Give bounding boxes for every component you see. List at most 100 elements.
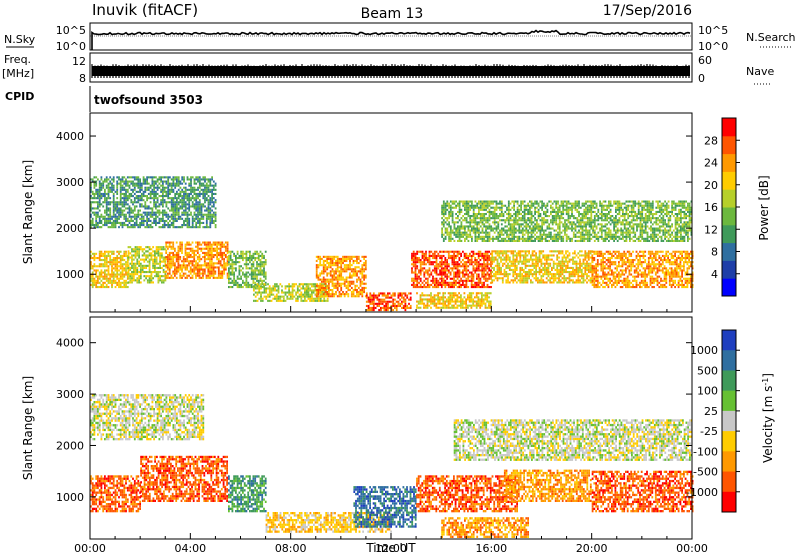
data-cell <box>522 258 525 261</box>
data-cell <box>326 262 329 265</box>
data-cell <box>189 249 192 252</box>
data-cell <box>474 267 477 270</box>
data-cell <box>437 286 440 289</box>
data-cell <box>309 287 311 290</box>
data-cell <box>111 201 113 204</box>
data-cell <box>268 299 271 302</box>
data-cell <box>533 277 536 280</box>
data-cell <box>231 281 234 284</box>
data-cell <box>611 286 613 289</box>
data-cell <box>198 274 201 277</box>
data-cell <box>212 184 215 187</box>
data-cell <box>202 195 205 198</box>
data-cell <box>455 254 457 257</box>
data-cell <box>144 211 147 214</box>
data-cell <box>411 263 413 266</box>
data-cell <box>333 255 336 258</box>
data-cell <box>579 268 581 271</box>
data-cell <box>577 252 580 255</box>
data-cell <box>433 250 436 253</box>
data-cell <box>486 277 489 280</box>
data-cell <box>211 219 213 222</box>
data-cell <box>449 273 452 276</box>
data-cell <box>93 176 96 179</box>
data-cell <box>90 221 92 224</box>
data-cell <box>202 270 204 273</box>
data-cell <box>586 275 588 278</box>
data-cell <box>231 271 234 274</box>
data-cell <box>350 257 353 260</box>
data-cell <box>510 279 513 282</box>
data-cell <box>102 271 105 274</box>
data-cell <box>236 283 239 286</box>
data-cell <box>188 182 191 185</box>
data-cell <box>200 221 203 224</box>
data-cell <box>261 299 264 302</box>
data-cell <box>453 267 455 270</box>
data-cell <box>439 283 441 286</box>
data-cell <box>486 261 489 264</box>
data-cell <box>104 263 106 266</box>
data-cell <box>204 180 206 183</box>
data-cell <box>145 275 147 278</box>
data-cell <box>157 250 160 253</box>
data-cell <box>418 269 420 272</box>
data-cell <box>596 281 599 284</box>
data-cell <box>205 178 208 181</box>
data-cell <box>501 273 504 276</box>
data-cell <box>207 186 210 189</box>
data-cell <box>224 241 227 244</box>
data-cell <box>133 226 136 229</box>
data-cell <box>177 209 180 212</box>
data-cell <box>286 285 289 288</box>
data-cell <box>160 203 162 206</box>
data-cell <box>165 176 168 179</box>
data-cell <box>338 278 341 281</box>
data-cell <box>109 261 112 264</box>
data-cell <box>148 268 151 271</box>
data-cell <box>188 241 190 244</box>
data-cell <box>116 281 119 284</box>
data-cell <box>501 258 504 261</box>
data-cell <box>387 300 389 303</box>
data-cell <box>156 180 159 183</box>
data-cell <box>565 256 567 259</box>
data-cell <box>198 205 201 208</box>
data-cell <box>177 203 180 206</box>
data-cell <box>188 251 190 254</box>
data-cell <box>97 286 99 289</box>
data-cell <box>406 296 409 299</box>
data-cell <box>472 250 475 253</box>
data-cell <box>133 201 136 204</box>
data-cell <box>197 186 199 189</box>
data-cell <box>123 281 126 284</box>
data-cell <box>209 224 212 227</box>
data-cell <box>312 291 315 294</box>
data-cell <box>235 261 237 264</box>
data-cell <box>356 266 358 269</box>
data-cell <box>146 215 148 218</box>
data-cell <box>378 294 380 297</box>
data-cell <box>135 221 138 224</box>
data-cell <box>151 188 154 191</box>
data-cell <box>197 213 199 216</box>
data-cell <box>102 252 105 255</box>
data-cell <box>91 180 94 183</box>
data-cell <box>146 256 149 259</box>
data-cell <box>600 283 603 286</box>
data-cell <box>107 254 110 257</box>
data-cell <box>395 306 398 309</box>
data-cell <box>139 268 142 271</box>
data-cell <box>95 281 98 284</box>
data-cell <box>343 268 346 271</box>
data-cell <box>98 182 101 185</box>
data-cell <box>449 283 452 286</box>
data-cell <box>105 207 108 210</box>
data-cell <box>371 306 373 309</box>
data-cell <box>380 298 382 301</box>
data-cell <box>167 247 169 250</box>
data-cell <box>114 267 117 270</box>
data-cell <box>214 192 217 195</box>
data-cell <box>252 281 255 284</box>
data-cell <box>580 250 583 253</box>
